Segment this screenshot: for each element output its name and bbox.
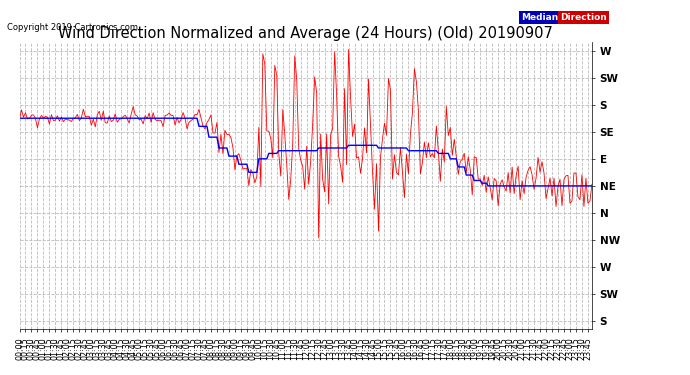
Title: Wind Direction Normalized and Average (24 Hours) (Old) 20190907: Wind Direction Normalized and Average (2…: [58, 26, 553, 41]
Text: Median: Median: [521, 13, 558, 22]
Text: Copyright 2019 Cartronics.com: Copyright 2019 Cartronics.com: [7, 22, 138, 32]
Text: Direction: Direction: [560, 13, 607, 22]
